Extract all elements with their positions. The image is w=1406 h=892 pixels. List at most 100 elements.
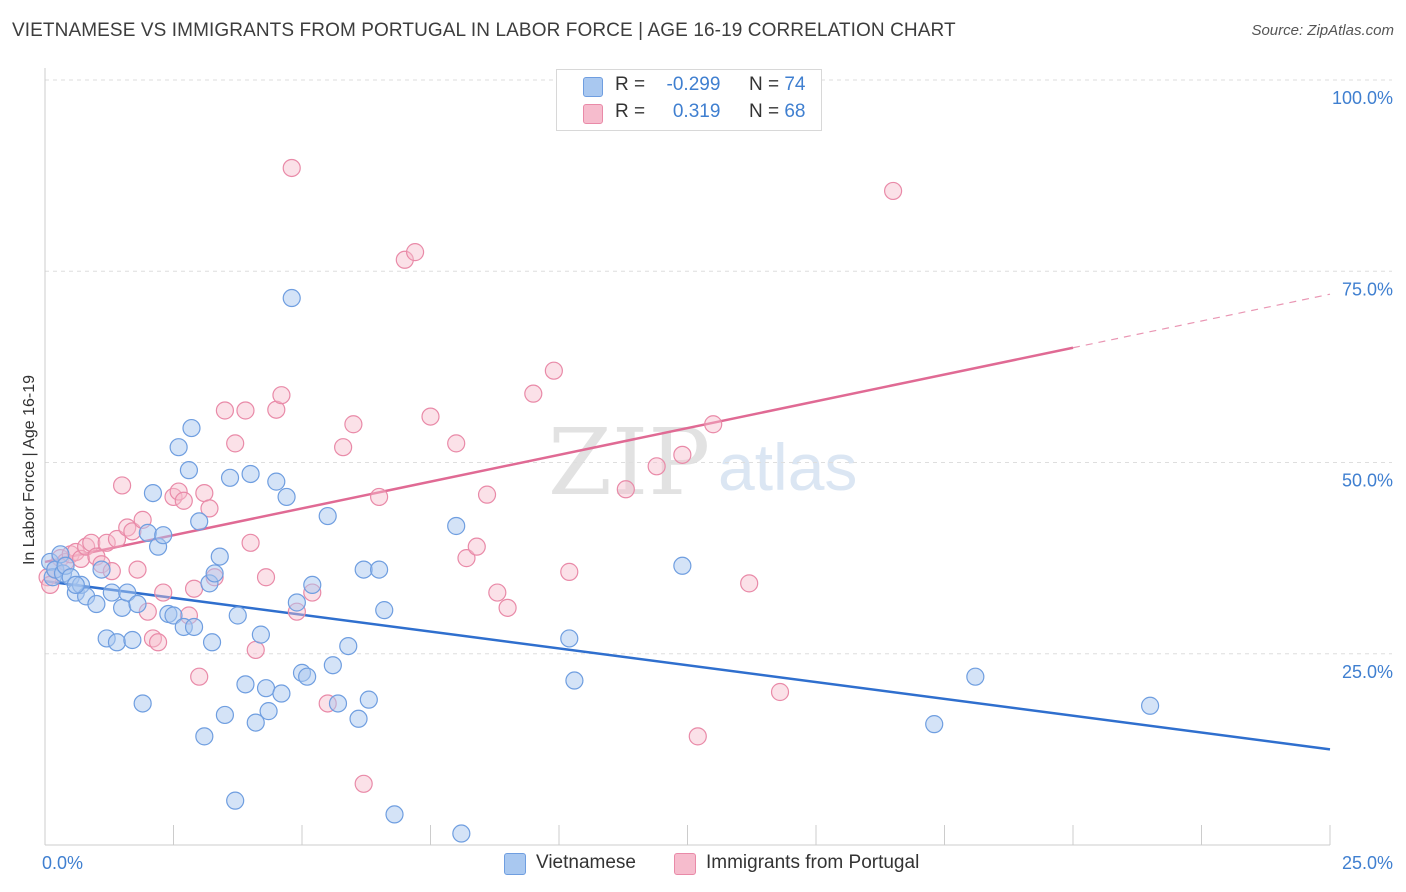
portugal-points (38, 70, 903, 793)
portugal-trend-extension (1072, 293, 1331, 349)
vietnamese-point (195, 727, 214, 746)
vietnamese-r-value: -0.299 (666, 74, 721, 95)
portugal-stats: R = 0.319 N = 68 (615, 101, 805, 123)
portugal-point (370, 487, 389, 507)
portugal-point (236, 401, 255, 420)
portugal-point (148, 633, 168, 652)
vietnamese-point (370, 560, 389, 579)
vietnamese-point (107, 633, 127, 652)
vietnamese-point (66, 575, 85, 595)
vietnamese-point (452, 824, 471, 843)
vietnamese-point (154, 526, 173, 545)
vietnamese-point (210, 547, 229, 566)
vietnamese-point (190, 512, 209, 531)
n-label: N = (748, 101, 780, 122)
portugal-point (195, 484, 214, 503)
vietnamese-point (226, 791, 245, 810)
vietnamese-point (220, 468, 240, 487)
stats-legend: R = -0.299 N = 74 R = 0.319 N = 68 (556, 69, 822, 131)
vietnamese-point (287, 593, 306, 612)
y-tick-label: 50.0% (1342, 471, 1393, 491)
vietnamese-point (282, 288, 301, 308)
vietnamese-point (179, 461, 199, 480)
portugal-point (457, 549, 476, 568)
vietnamese-point (133, 694, 152, 713)
vietnamese-point (673, 556, 692, 575)
vietnamese-point (184, 617, 204, 637)
vietnamese-point (112, 598, 132, 617)
watermark-atlas: atlas (718, 430, 857, 504)
vietnamese-point (339, 636, 358, 656)
trend-lines (44, 293, 1331, 751)
r-label: R = (615, 101, 646, 122)
y-tick-label: 100.0% (1332, 88, 1393, 108)
vietnamese-point (246, 713, 265, 732)
portugal-point (740, 574, 759, 593)
portugal-point (647, 457, 666, 476)
portugal-point (128, 560, 147, 579)
portugal-point (241, 533, 260, 552)
vietnamese-point (359, 690, 378, 709)
vietnamese-point (966, 667, 985, 686)
vietnamese-point (164, 606, 183, 625)
vietnamese-point (560, 629, 579, 648)
vietnamese-point (354, 560, 373, 579)
portugal-point (524, 384, 543, 403)
portugal-point (272, 386, 291, 405)
portugal-point (467, 537, 486, 556)
portugal-point (883, 181, 903, 201)
portugal-point (344, 415, 363, 434)
vietnamese-point (228, 606, 247, 625)
portugal-point (282, 158, 301, 178)
portugal-point (107, 529, 127, 549)
portugal-point (616, 480, 635, 499)
vietnamese-point (256, 679, 276, 698)
portugal-point (354, 774, 373, 793)
vietnamese-trend-line (44, 579, 1331, 751)
portugal-point (673, 445, 692, 464)
portugal-point (112, 476, 132, 495)
portugal-point (334, 438, 353, 457)
portugal-point (447, 434, 466, 453)
vietnamese-swatch (583, 77, 603, 97)
portugal-point (560, 562, 579, 581)
portugal-point (174, 491, 193, 510)
vietnamese-point (272, 684, 291, 703)
vietnamese-point (118, 583, 137, 602)
vietnamese-point (128, 594, 147, 614)
portugal-point (169, 482, 188, 501)
portugal-point (154, 583, 173, 602)
portugal-trend-line (44, 346, 1074, 564)
vietnamese-points (41, 288, 1160, 843)
axes (44, 68, 1331, 846)
vietnamese-point (102, 583, 121, 602)
vietnamese-point (205, 564, 224, 583)
vietnamese-point (202, 633, 222, 652)
vietnamese-point (318, 506, 337, 526)
y-tick-label: 75.0% (1342, 279, 1393, 299)
portugal-point (82, 533, 101, 552)
portugal-point (256, 568, 276, 587)
portugal-point (405, 243, 425, 262)
vietnamese-n-value: 74 (784, 74, 806, 95)
y-tick-label: 25.0% (1342, 662, 1393, 682)
vietnamese-point (565, 671, 584, 690)
portugal-swatch (583, 104, 603, 124)
portugal-point (215, 401, 234, 420)
vietnamese-stats: R = -0.299 N = 74 (615, 74, 805, 96)
r-label: R = (615, 74, 646, 95)
vietnamese-point (123, 630, 142, 650)
vietnamese-point (349, 709, 368, 728)
portugal-point (421, 407, 440, 426)
vietnamese-point (385, 805, 404, 824)
portugal-point (544, 361, 563, 380)
chart-title: VIETNAMESE VS IMMIGRANTS FROM PORTUGAL I… (12, 20, 956, 41)
portugal-point (226, 434, 245, 453)
vietnamese-point (251, 625, 270, 644)
vietnamese-point (87, 594, 106, 614)
vietnamese-point (143, 484, 163, 503)
portugal-point (246, 640, 265, 660)
vietnamese-point (328, 694, 348, 713)
vietnamese-point (169, 438, 188, 457)
portugal-point (704, 415, 723, 434)
